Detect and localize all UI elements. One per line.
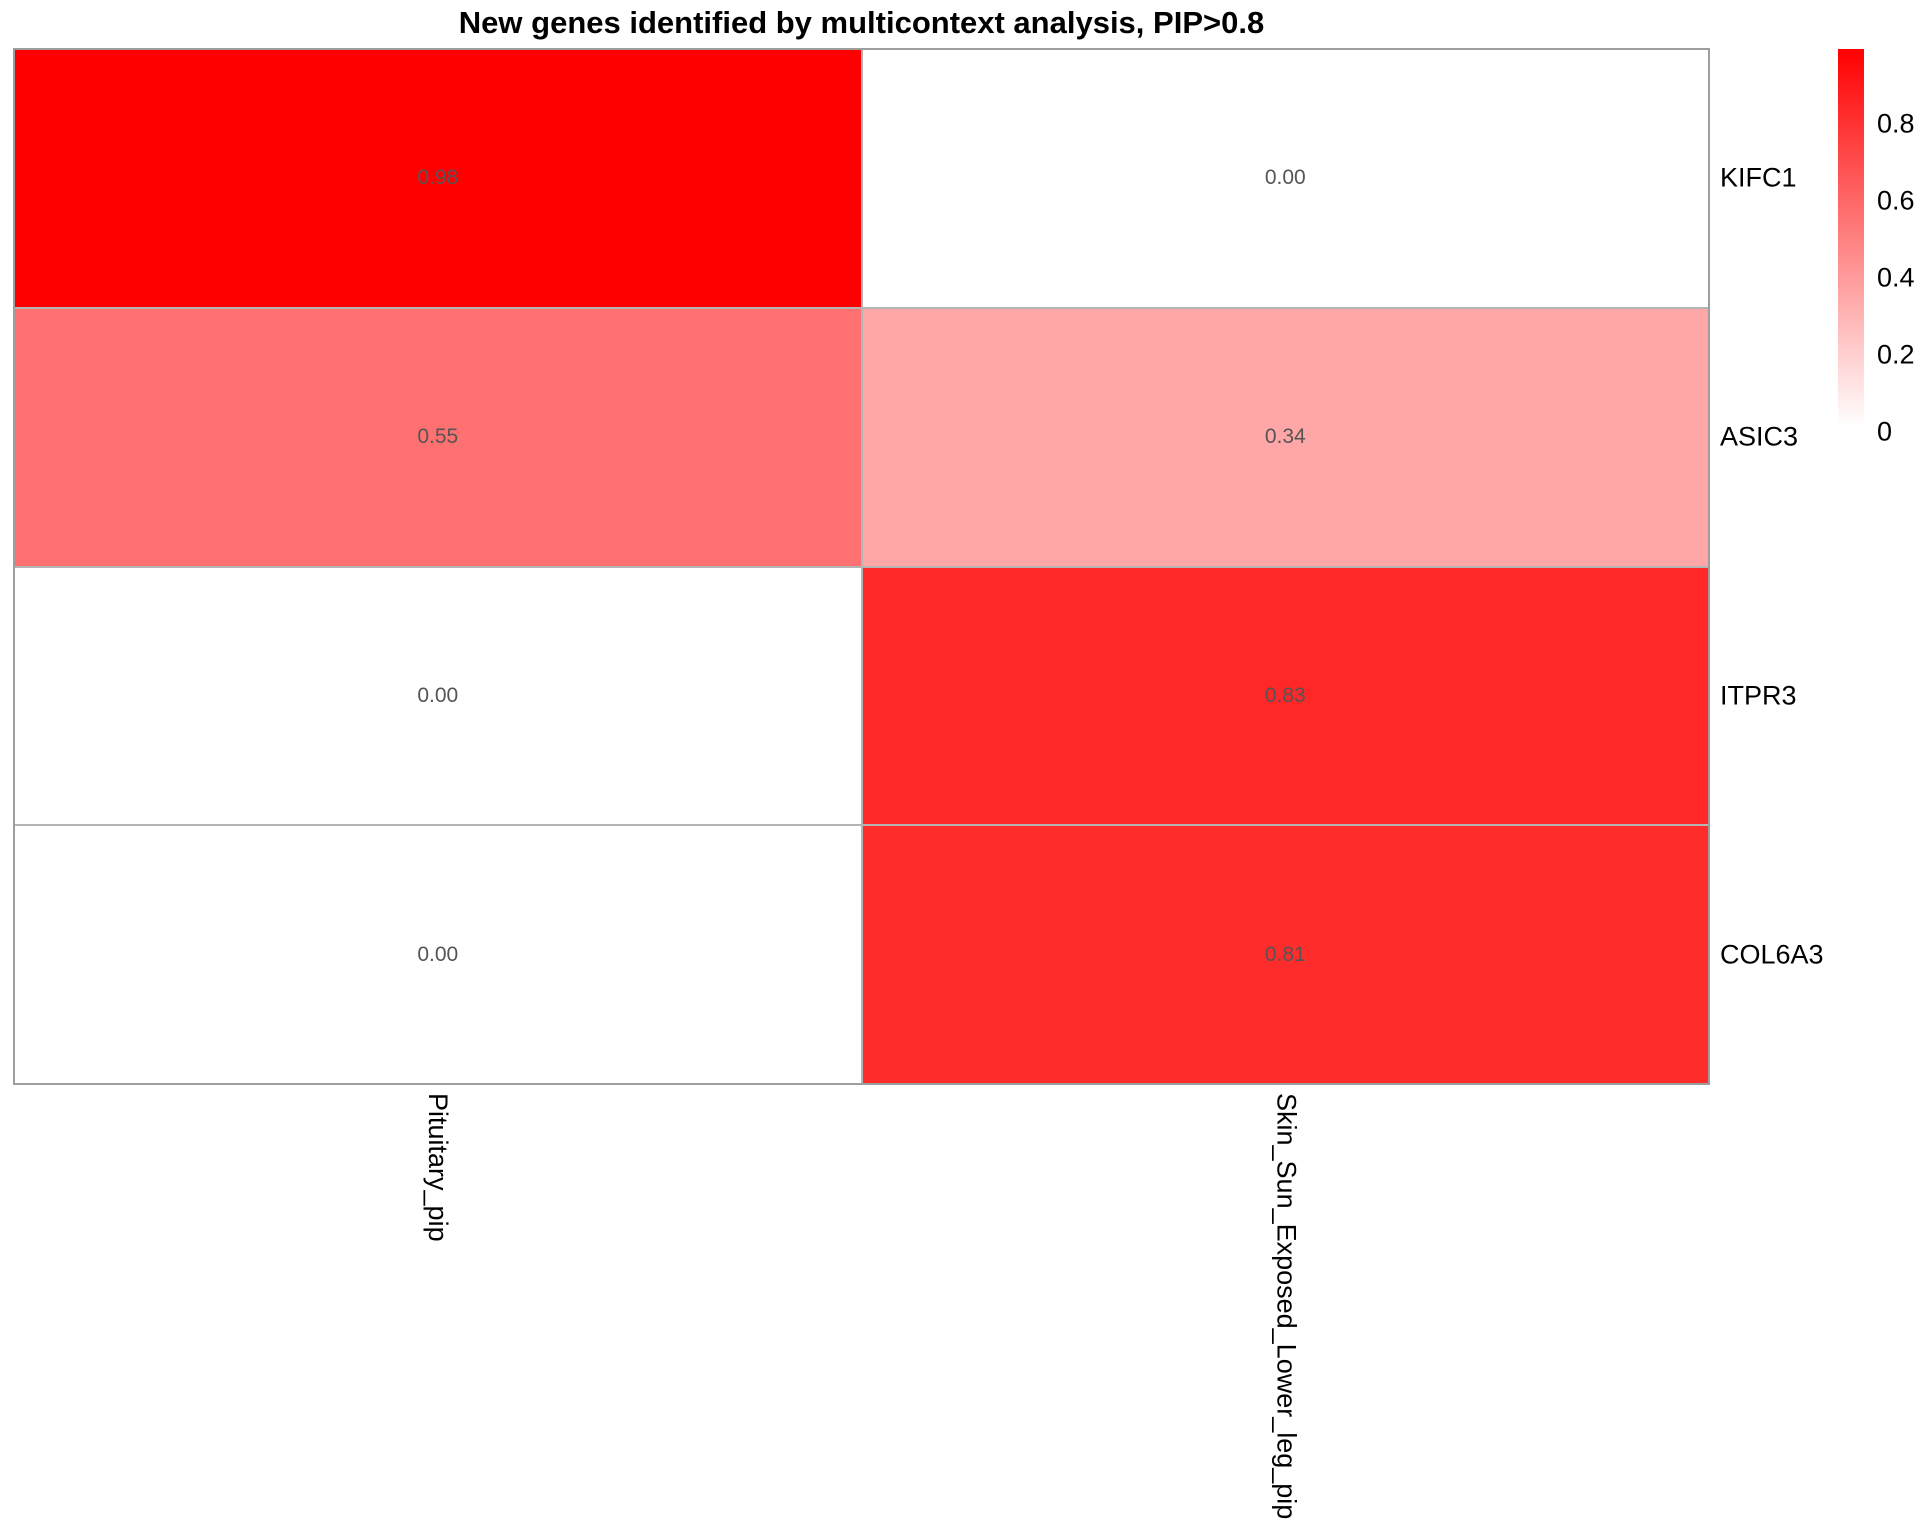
heatmap-cell-ASIC3-Skin_Sun_Exposed_Lower_leg_pip: 0.34 — [862, 308, 1708, 566]
heatmap-grid: 0.98 0.00 0.55 0.34 0.00 0.83 0.00 0.81 — [13, 48, 1710, 1085]
cell-value-label: 0.55 — [417, 425, 459, 449]
chart-title: New genes identified by multicontext ana… — [458, 5, 1265, 40]
col-label-Pituitary_pip: Pituitary_pip — [422, 1093, 453, 1242]
heatmap-cell-ASIC3-Pituitary_pip: 0.55 — [15, 308, 861, 566]
row-label-ASIC3: ASIC3 — [1720, 421, 1799, 452]
heatmap-cell-KIFC1-Pituitary_pip: 0.98 — [15, 50, 861, 307]
col-label-Skin_Sun_Exposed_Lower_leg_pip: Skin_Sun_Exposed_Lower_leg_pip — [1271, 1093, 1302, 1520]
cell-value-label: 0.34 — [1264, 425, 1306, 449]
cell-value-label: 0.81 — [1264, 942, 1306, 966]
heatmap-cell-COL6A3-Skin_Sun_Exposed_Lower_leg_pip: 0.81 — [862, 826, 1708, 1083]
legend-tick-0.2: 0.2 — [1877, 339, 1915, 370]
legend-tick-0.4: 0.4 — [1877, 262, 1915, 293]
row-label-COL6A3: COL6A3 — [1720, 939, 1824, 970]
row-label-ITPR3: ITPR3 — [1720, 680, 1797, 711]
cell-value-label: 0.00 — [417, 942, 459, 966]
legend-tick-0.8: 0.8 — [1877, 108, 1915, 139]
cell-value-label: 0.00 — [1264, 166, 1306, 190]
cell-value-label: 0.00 — [417, 683, 459, 707]
cell-value-label: 0.98 — [417, 166, 459, 190]
heatmap-cell-COL6A3-Pituitary_pip: 0.00 — [15, 826, 861, 1083]
cell-value-label: 0.83 — [1264, 683, 1306, 707]
legend-tick-0: 0 — [1877, 416, 1893, 447]
heatmap-cell-ITPR3-Pituitary_pip: 0.00 — [15, 567, 861, 825]
heatmap-cell-ITPR3-Skin_Sun_Exposed_Lower_leg_pip: 0.83 — [862, 567, 1708, 825]
legend-tick-0.6: 0.6 — [1877, 185, 1915, 216]
legend-gradient-bar — [1838, 49, 1864, 426]
row-label-KIFC1: KIFC1 — [1720, 162, 1797, 193]
heatmap-cell-KIFC1-Skin_Sun_Exposed_Lower_leg_pip: 0.00 — [862, 50, 1708, 307]
